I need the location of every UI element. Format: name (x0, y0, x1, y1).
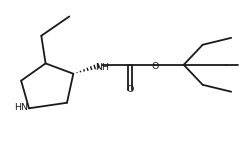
Text: O: O (127, 85, 134, 94)
Text: NH: NH (95, 63, 109, 72)
Text: HN: HN (14, 103, 28, 112)
Text: O: O (152, 62, 159, 71)
